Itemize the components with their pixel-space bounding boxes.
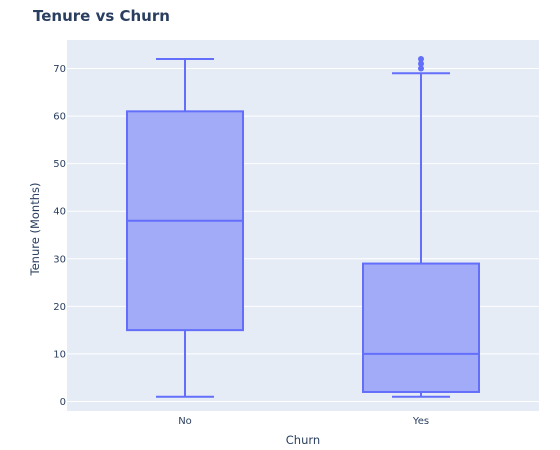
y-tick-label: 70	[53, 64, 66, 75]
x-tick-label: Yes	[412, 416, 429, 427]
y-tick-label: 40	[53, 207, 66, 218]
y-tick-labels: 0 10 20 30 40 50 60 70	[53, 64, 66, 408]
y-tick-label: 10	[53, 349, 66, 360]
x-tick-label: No	[178, 416, 192, 427]
box-yes	[362, 56, 480, 398]
chart-title: Tenure vs Churn	[33, 7, 170, 25]
x-axis-title: Churn	[286, 433, 320, 447]
outlier-point	[418, 56, 424, 63]
y-tick-label: 0	[60, 397, 66, 408]
y-tick-label: 30	[53, 254, 66, 265]
x-tick-labels: No Yes	[178, 416, 429, 427]
outlier-point	[418, 60, 424, 67]
box-no	[126, 58, 244, 398]
y-tick-label: 60	[53, 112, 66, 123]
y-tick-label: 20	[53, 302, 66, 313]
boxes	[126, 56, 480, 398]
outlier-point	[418, 65, 424, 72]
box-body	[362, 262, 480, 393]
y-tick-label: 50	[53, 159, 66, 170]
y-axis-title: Tenure (Months)	[28, 183, 42, 277]
